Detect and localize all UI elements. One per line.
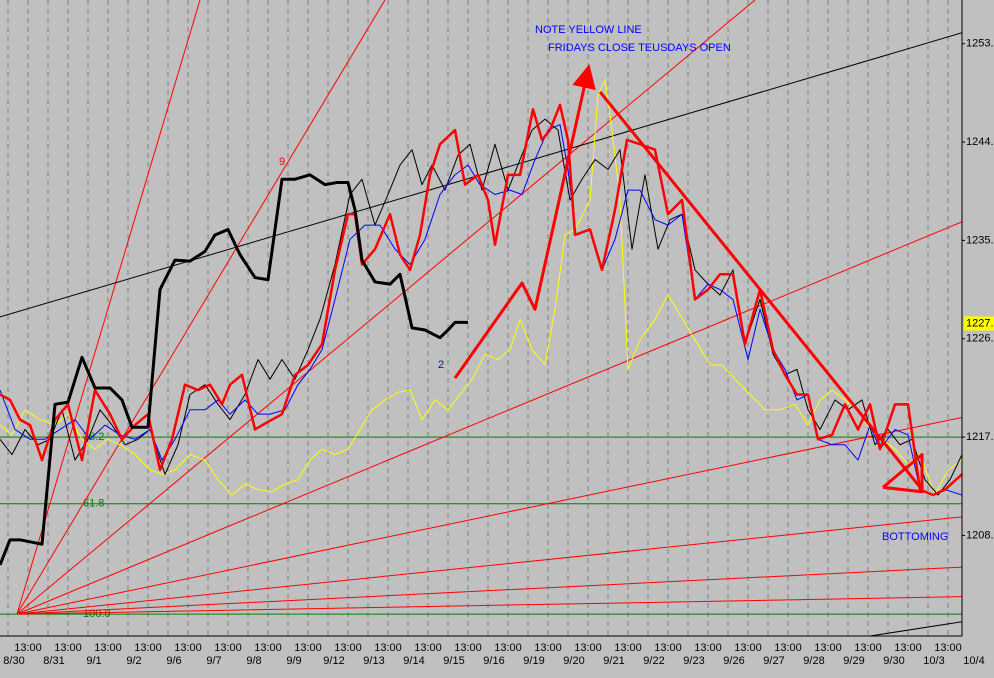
x-tick-label: 13:00	[854, 642, 882, 654]
date-label: 9/7	[206, 655, 221, 667]
x-tick-label: 13:00	[54, 642, 82, 654]
x-tick-label: 13:00	[614, 642, 642, 654]
last-price-box	[964, 316, 994, 331]
date-label: 8/30	[3, 655, 24, 667]
annotation: BOTTOMING	[882, 531, 948, 543]
x-tick-label: 13:00	[134, 642, 162, 654]
x-tick-label: 13:00	[694, 642, 722, 654]
wave-label: 2	[438, 359, 444, 371]
price-line	[0, 118, 962, 496]
trend-line	[16, 0, 201, 615]
last-price-label: 1227.	[966, 317, 994, 329]
x-tick-label: 13:00	[374, 642, 402, 654]
annotation: NOTE YELLOW LINE	[535, 24, 642, 36]
annotation: FRIDAYS CLOSE TEUSDAYS OPEN	[548, 42, 731, 54]
y-tick-label: 1253.	[966, 38, 994, 50]
date-label: 10/4	[963, 655, 984, 667]
date-label: 9/9	[286, 655, 301, 667]
x-tick-label: 13:00	[534, 642, 562, 654]
level-label: 61.8	[83, 498, 104, 510]
x-tick-label: 13:00	[814, 642, 842, 654]
x-tick-label: 13:00	[894, 642, 922, 654]
date-label: 9/12	[323, 655, 344, 667]
level-label: 38.2	[83, 431, 104, 443]
trend-line	[16, 0, 386, 615]
price-line	[0, 79, 962, 496]
x-tick-label: 13:00	[774, 642, 802, 654]
date-label: 9/6	[166, 655, 181, 667]
date-label: 9/8	[246, 655, 261, 667]
date-label: 9/19	[523, 655, 544, 667]
price-line	[0, 103, 962, 497]
trend-line	[16, 0, 756, 615]
x-tick-label: 13:00	[334, 642, 362, 654]
date-label: 8/31	[43, 655, 64, 667]
trend-line	[869, 621, 962, 636]
date-label: 9/26	[723, 655, 744, 667]
annotations: NOTE YELLOW LINE FRIDAYS CLOSE TEUSDAYS …	[279, 24, 948, 543]
arrow-line	[598, 90, 924, 491]
date-label: 9/21	[603, 655, 624, 667]
y-tick-label: 1226.	[966, 333, 994, 345]
wave-label: 9	[279, 156, 285, 168]
date-label: 9/23	[683, 655, 704, 667]
date-label: 9/2	[126, 655, 141, 667]
date-label: 9/1	[86, 655, 101, 667]
trend-line	[16, 221, 962, 615]
date-label: 9/27	[763, 655, 784, 667]
x-tick-label: 13:00	[94, 642, 122, 654]
level-label: 100.0	[83, 608, 111, 620]
trend-line	[16, 516, 962, 615]
date-label: 9/16	[483, 655, 504, 667]
trend-line	[16, 566, 962, 615]
price-line	[0, 173, 468, 566]
arrow-line	[453, 64, 596, 379]
y-tick-label: 1208.	[966, 529, 994, 541]
date-label: 9/22	[643, 655, 664, 667]
x-tick-label: 13:00	[654, 642, 682, 654]
trend-line	[16, 416, 962, 615]
x-tick-label: 13:00	[294, 642, 322, 654]
date-label: 9/20	[563, 655, 584, 667]
plot-area: 38.2 61.8 100.0	[0, 0, 962, 636]
date-label: 9/30	[883, 655, 904, 667]
date-label: 9/28	[803, 655, 824, 667]
x-tick-label: 13:00	[734, 642, 762, 654]
arrow-line	[882, 453, 924, 494]
x-tick-label: 13:00	[574, 642, 602, 654]
x-tick-label: 13:00	[174, 642, 202, 654]
y-tick-label: 1235.	[966, 234, 994, 246]
y-tick-label: 1244.	[966, 136, 994, 148]
date-label: 10/3	[923, 655, 944, 667]
date-label: 9/14	[403, 655, 424, 667]
x-tick-label: 13:00	[14, 642, 42, 654]
x-tick-label: 13:00	[934, 642, 962, 654]
date-label: 9/29	[843, 655, 864, 667]
x-tick-label: 13:00	[254, 642, 282, 654]
y-tick-label: 1217.	[966, 431, 994, 443]
trend-line	[0, 32, 962, 318]
x-tick-label: 13:00	[214, 642, 242, 654]
x-tick-label: 13:00	[494, 642, 522, 654]
trend-line	[16, 596, 962, 615]
date-label: 9/15	[443, 655, 464, 667]
x-tick-label: 13:00	[454, 642, 482, 654]
x-tick-label: 13:00	[414, 642, 442, 654]
date-label: 9/13	[363, 655, 384, 667]
